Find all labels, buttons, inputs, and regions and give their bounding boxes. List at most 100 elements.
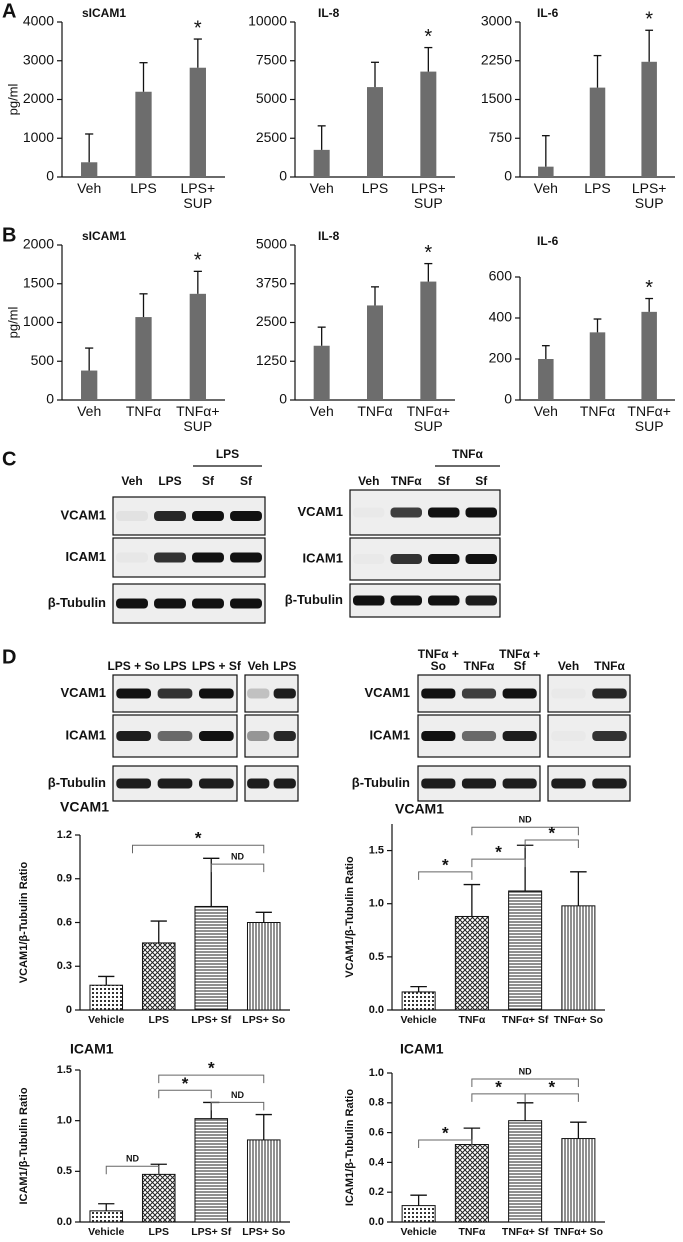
y-tick-label: 500 <box>31 352 55 368</box>
chart-title: ICAM1 <box>400 1041 444 1057</box>
blot-band <box>157 778 193 789</box>
y-tick-label: 10000 <box>248 13 287 29</box>
chart-title: IL-8 <box>318 229 340 243</box>
bracket-label: ND <box>231 1090 244 1100</box>
blot-band <box>230 552 262 563</box>
blot-band <box>353 554 385 564</box>
blot-row-label: VCAM1 <box>60 685 106 700</box>
blot-band <box>273 731 296 741</box>
blot-band <box>465 595 497 606</box>
blot-band <box>428 595 460 606</box>
lane-label-text: Sf <box>437 474 450 488</box>
blot-band <box>421 731 456 741</box>
chart-title: sICAM1 <box>82 6 126 20</box>
y-tick-label: 7500 <box>256 51 287 67</box>
bracket <box>471 858 526 868</box>
blot-band <box>192 598 224 609</box>
blot-band <box>390 554 422 564</box>
lane-label: Sf <box>475 475 487 488</box>
bracket <box>210 863 265 873</box>
blot-band <box>230 511 262 521</box>
error-bar <box>463 883 481 917</box>
chart-title: IL-6 <box>537 6 559 20</box>
y-tick-label: 0 <box>279 391 287 407</box>
x-tick-label-text: Veh <box>533 404 558 419</box>
lane-label-text: Veh <box>557 659 580 673</box>
blot-band <box>390 507 422 518</box>
lane-label: Veh <box>557 659 580 673</box>
bar <box>189 67 206 177</box>
blot-row-label: VCAM1 <box>60 507 106 522</box>
y-tick-label: 2000 <box>23 90 54 106</box>
y-tick-label: 0 <box>504 391 512 407</box>
error-bar <box>193 38 202 68</box>
error-bar <box>150 920 167 943</box>
x-tick-label: TNFα+ SUP <box>407 404 450 433</box>
x-tick-label: Veh <box>77 404 101 418</box>
x-tick-label: LPS+ So <box>242 1227 285 1238</box>
bar <box>141 1173 176 1223</box>
error-bar <box>424 46 433 72</box>
x-tick-label-text: Veh <box>309 181 334 196</box>
x-tick-label: LPS <box>584 181 610 195</box>
error-bar <box>516 1102 534 1121</box>
lane-label-text: Veh <box>247 659 269 673</box>
blot-row-label: β-Tubulin <box>48 775 106 790</box>
bar <box>401 991 436 1011</box>
x-tick-label-text: LPS+ Sf <box>191 1227 232 1238</box>
x-tick-label-text: TNFα+ SUP <box>627 404 671 434</box>
x-tick-label: Veh <box>77 181 101 195</box>
lane-label-text: LPS <box>158 474 182 488</box>
bar <box>367 87 383 177</box>
blot-row-label: β-Tubulin <box>48 595 106 610</box>
x-tick-label-text: LPS <box>148 1227 169 1238</box>
x-tick-label: LPS+ SUP <box>181 181 216 210</box>
blot-band <box>502 778 537 789</box>
x-tick-label-text: TNFα <box>125 404 162 419</box>
bracket-label: * <box>182 1074 189 1093</box>
blot-band <box>198 688 234 699</box>
significance-star: * <box>424 26 432 48</box>
lane-label-text: TNFα <box>594 659 625 673</box>
x-tick-label-text: TNFα <box>458 1015 486 1026</box>
blot-row-label: β-Tubulin <box>285 592 343 607</box>
error-bar <box>516 844 534 891</box>
bar <box>420 71 437 177</box>
bracket-label: ND <box>126 1154 139 1164</box>
blot-band <box>154 511 186 521</box>
blot-band <box>116 598 148 609</box>
y-tick-label: 1500 <box>481 90 512 106</box>
significance-star: * <box>424 242 432 264</box>
blot-band <box>154 598 186 609</box>
error-bar <box>85 347 94 371</box>
blot-box <box>547 714 631 758</box>
blot-band <box>192 511 224 521</box>
bar <box>367 305 383 400</box>
error-bar <box>317 326 326 346</box>
blot-band <box>192 552 224 563</box>
bar <box>401 1205 436 1223</box>
bar <box>641 311 657 400</box>
x-tick-label-text: TNFα+ So <box>553 1227 604 1238</box>
blot-band <box>502 731 537 741</box>
bar <box>538 166 554 177</box>
bracket <box>471 1078 579 1087</box>
blot-band <box>154 552 186 563</box>
blot-band <box>230 598 262 609</box>
lane-label-text: LPS <box>163 659 187 673</box>
blot-band <box>116 688 152 699</box>
lane-label: Veh <box>358 475 379 488</box>
bar <box>135 91 152 177</box>
bar <box>561 1138 596 1223</box>
blot-band <box>551 731 585 741</box>
x-tick-label-text: TNFα+ SUP <box>176 404 220 434</box>
bracket <box>105 1165 160 1175</box>
lane-label: TNFα <box>464 660 495 673</box>
bracket-label: * <box>442 855 449 874</box>
bracket <box>132 844 265 854</box>
x-tick-label-text: Vehicle <box>400 1015 437 1026</box>
blot-band <box>465 554 497 564</box>
blot-band <box>157 688 193 699</box>
lane-label-text: TNFα + Sf <box>499 646 541 673</box>
x-tick-label: Vehicle <box>88 1227 124 1238</box>
